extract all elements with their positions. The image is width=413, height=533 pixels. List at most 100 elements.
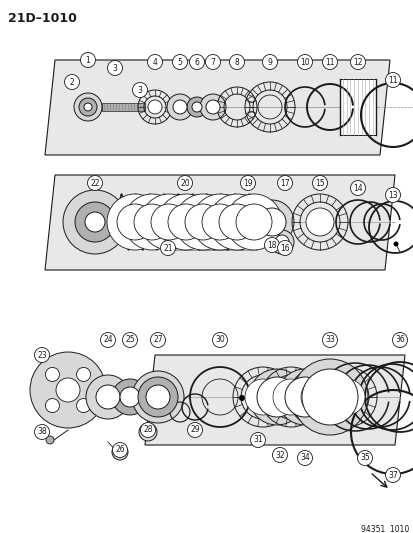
Circle shape bbox=[276, 369, 332, 425]
Circle shape bbox=[122, 333, 137, 348]
Circle shape bbox=[297, 54, 312, 69]
Bar bbox=[197, 222, 225, 250]
Circle shape bbox=[144, 383, 171, 411]
Circle shape bbox=[277, 240, 292, 255]
Bar bbox=[102, 103, 145, 111]
Circle shape bbox=[140, 423, 155, 438]
Text: 16: 16 bbox=[280, 244, 289, 253]
Circle shape bbox=[284, 377, 324, 417]
Text: 10: 10 bbox=[299, 58, 309, 67]
Circle shape bbox=[76, 367, 90, 382]
Text: 34: 34 bbox=[299, 454, 309, 463]
Text: 1: 1 bbox=[85, 55, 90, 64]
Circle shape bbox=[30, 352, 106, 428]
Circle shape bbox=[96, 385, 120, 409]
Text: 37: 37 bbox=[387, 471, 397, 480]
Text: 38: 38 bbox=[37, 427, 47, 437]
Polygon shape bbox=[145, 355, 404, 445]
Text: 14: 14 bbox=[352, 183, 362, 192]
Text: 9: 9 bbox=[267, 58, 272, 67]
Bar bbox=[197, 194, 225, 222]
Circle shape bbox=[144, 428, 152, 436]
Text: 33: 33 bbox=[324, 335, 334, 344]
Circle shape bbox=[46, 436, 54, 444]
Circle shape bbox=[274, 235, 288, 249]
Circle shape bbox=[147, 100, 161, 114]
Circle shape bbox=[269, 230, 293, 254]
Circle shape bbox=[74, 93, 102, 121]
Circle shape bbox=[225, 194, 281, 250]
Circle shape bbox=[257, 208, 285, 236]
Circle shape bbox=[322, 333, 337, 348]
Text: 7: 7 bbox=[210, 58, 215, 67]
Text: 11: 11 bbox=[387, 76, 397, 85]
Circle shape bbox=[244, 379, 280, 415]
Text: 15: 15 bbox=[314, 179, 324, 188]
Text: 36: 36 bbox=[394, 335, 404, 344]
Circle shape bbox=[235, 204, 271, 240]
Circle shape bbox=[229, 54, 244, 69]
Text: 28: 28 bbox=[143, 425, 152, 434]
Circle shape bbox=[138, 377, 178, 417]
Text: 4: 4 bbox=[152, 58, 157, 67]
Circle shape bbox=[185, 204, 221, 240]
Circle shape bbox=[63, 190, 127, 254]
Circle shape bbox=[45, 367, 59, 382]
Text: 31: 31 bbox=[253, 435, 262, 445]
Circle shape bbox=[291, 359, 367, 435]
Text: 17: 17 bbox=[280, 179, 289, 188]
Circle shape bbox=[107, 194, 163, 250]
Bar bbox=[339, 79, 375, 135]
Text: 25: 25 bbox=[125, 335, 135, 344]
Bar bbox=[225, 194, 254, 222]
Text: 35: 35 bbox=[359, 454, 369, 463]
Circle shape bbox=[84, 103, 92, 111]
Text: 18: 18 bbox=[267, 240, 276, 249]
Text: 32: 32 bbox=[275, 450, 284, 459]
Circle shape bbox=[112, 442, 127, 457]
Circle shape bbox=[87, 175, 102, 190]
Circle shape bbox=[385, 188, 399, 203]
Circle shape bbox=[175, 194, 230, 250]
Text: 22: 22 bbox=[90, 179, 100, 188]
Circle shape bbox=[301, 369, 357, 425]
Bar bbox=[225, 222, 254, 250]
Circle shape bbox=[328, 379, 364, 415]
Circle shape bbox=[218, 204, 254, 240]
Circle shape bbox=[209, 194, 264, 250]
Text: 6: 6 bbox=[194, 58, 199, 67]
Text: 27: 27 bbox=[153, 335, 162, 344]
Circle shape bbox=[132, 371, 183, 423]
Text: 3: 3 bbox=[137, 85, 142, 94]
Circle shape bbox=[45, 399, 59, 413]
Text: 19: 19 bbox=[242, 179, 252, 188]
Circle shape bbox=[117, 204, 153, 240]
Circle shape bbox=[312, 377, 352, 417]
Text: 5: 5 bbox=[177, 58, 182, 67]
Circle shape bbox=[79, 98, 97, 116]
Circle shape bbox=[86, 375, 130, 419]
Circle shape bbox=[85, 212, 105, 232]
Circle shape bbox=[80, 52, 95, 68]
Bar bbox=[170, 194, 197, 222]
Bar bbox=[170, 222, 197, 250]
Circle shape bbox=[34, 424, 50, 440]
Circle shape bbox=[256, 377, 296, 417]
Polygon shape bbox=[45, 60, 389, 155]
Circle shape bbox=[189, 54, 204, 69]
Circle shape bbox=[264, 238, 279, 253]
Circle shape bbox=[392, 241, 398, 246]
Circle shape bbox=[134, 204, 170, 240]
Circle shape bbox=[150, 333, 165, 348]
Polygon shape bbox=[45, 175, 394, 270]
Circle shape bbox=[112, 379, 147, 415]
Circle shape bbox=[146, 385, 170, 409]
Circle shape bbox=[277, 175, 292, 190]
Text: 13: 13 bbox=[387, 190, 397, 199]
Circle shape bbox=[160, 240, 175, 255]
Text: 12: 12 bbox=[352, 58, 362, 67]
Circle shape bbox=[107, 61, 122, 76]
Circle shape bbox=[272, 379, 308, 415]
Circle shape bbox=[300, 379, 336, 415]
Circle shape bbox=[199, 94, 225, 120]
